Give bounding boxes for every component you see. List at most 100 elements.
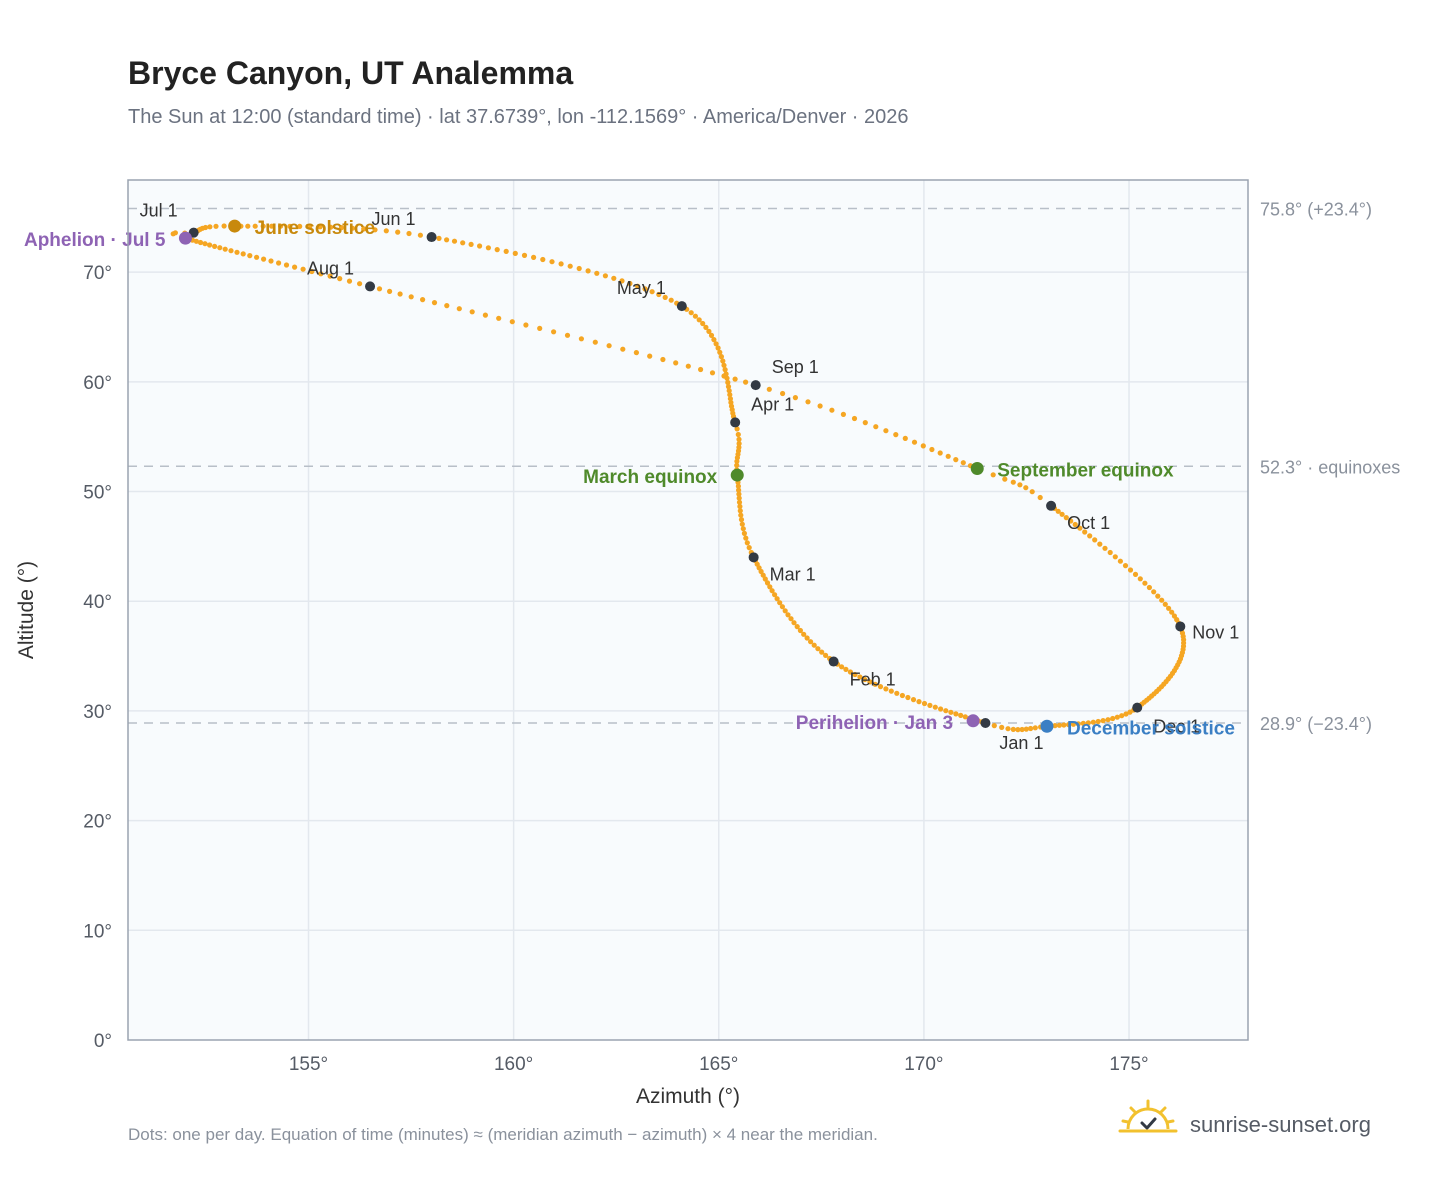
- daily-sun-dot: [794, 624, 800, 630]
- daily-sun-dot: [769, 588, 775, 594]
- daily-sun-dot: [1017, 482, 1023, 488]
- daily-sun-dot: [958, 712, 964, 719]
- daily-sun-dot: [268, 258, 274, 264]
- daily-sun-dot: [202, 241, 208, 247]
- daily-sun-dot: [1028, 725, 1034, 732]
- daily-sun-dot: [948, 709, 954, 715]
- daily-sun-dot: [728, 399, 734, 406]
- daily-sun-dot: [1095, 718, 1101, 725]
- daily-sun-dot: [1080, 720, 1086, 727]
- daily-sun-dot: [932, 704, 938, 710]
- daily-sun-dot: [696, 317, 702, 323]
- daily-sun-dot: [1056, 722, 1062, 728]
- x-axis-ticks: 155° 160° 165° 170° 175°: [289, 1054, 1149, 1075]
- daily-sun-dot: [1029, 489, 1035, 495]
- daily-sun-dot: [540, 256, 546, 263]
- daily-sun-dot: [551, 329, 557, 335]
- daily-sun-dot: [692, 313, 699, 319]
- daily-sun-dot: [910, 697, 917, 703]
- daily-sun-dot: [1077, 525, 1083, 531]
- daily-sun-dot: [193, 238, 199, 244]
- daily-sun-dot: [883, 686, 889, 692]
- daily-sun-dot: [376, 286, 383, 292]
- daily-sun-dot: [706, 328, 712, 334]
- daily-sun-dot: [1117, 558, 1123, 564]
- daily-sun-dot: [1102, 545, 1108, 551]
- daily-sun-dot: [720, 358, 726, 364]
- daily-sun-dot: [1075, 721, 1081, 727]
- month-marker-dot: [828, 656, 839, 667]
- month-marker-dot: [365, 281, 376, 292]
- sun-check-icon: [1118, 1099, 1178, 1133]
- daily-sun-dot: [254, 254, 260, 260]
- daily-sun-dot: [1155, 593, 1161, 599]
- daily-sun-dot: [1023, 485, 1029, 491]
- daily-sun-dot: [1162, 601, 1168, 607]
- plot-border: [127, 179, 1249, 1041]
- daily-sun-dot: [318, 271, 324, 277]
- daily-sun-dot: [656, 291, 662, 298]
- daily-sun-dot: [1166, 605, 1172, 611]
- daily-sun-dot: [197, 239, 204, 246]
- daily-sun-dot: [736, 441, 742, 447]
- grid-lines: [128, 180, 1248, 1040]
- month-marker-label: Oct 1: [1067, 513, 1110, 533]
- daily-sun-dot: [619, 278, 625, 284]
- month-marker-label: Jun 1: [372, 209, 416, 229]
- x-tick-label: 165°: [699, 1054, 738, 1075]
- x-tick-label: 175°: [1109, 1054, 1148, 1075]
- daily-sun-dot: [829, 407, 835, 413]
- x-tick-label: 155°: [289, 1054, 328, 1075]
- month-marker-dot: [750, 380, 761, 391]
- daily-sun-dot: [1100, 718, 1106, 724]
- daily-sun-dot: [746, 545, 752, 551]
- daily-sun-dot: [736, 436, 742, 442]
- daily-sun-dot: [779, 604, 786, 610]
- month-marker-label: Apr 1: [751, 394, 794, 414]
- daily-sun-dot: [736, 491, 742, 497]
- daily-sun-dot: [212, 243, 218, 249]
- daily-sun-dot: [494, 247, 500, 253]
- daily-sun-dot: [485, 245, 491, 251]
- daily-sun-dot: [245, 223, 251, 229]
- daily-sun-dot: [444, 237, 450, 243]
- daily-sun-dot: [717, 349, 723, 355]
- daily-sun-dot: [1032, 725, 1038, 731]
- daily-sun-dot: [782, 608, 788, 614]
- daily-sun-dot: [801, 631, 807, 637]
- daily-sun-dot: [899, 692, 906, 699]
- daily-sun-dot: [894, 690, 900, 696]
- daily-sun-dot: [1010, 479, 1016, 485]
- daily-sun-dot: [531, 254, 537, 260]
- reference-lines: 75.8° (+23.4°) 52.3° · equinoxes 28.9° (−2…: [128, 200, 1400, 734]
- daily-sun-dot: [688, 310, 694, 316]
- daily-sun-dot: [867, 679, 873, 685]
- daily-sun-dot: [929, 446, 935, 453]
- month-marker-dot: [980, 717, 991, 728]
- daily-sun-dot: [736, 495, 742, 501]
- daily-sun-dot: [1127, 709, 1133, 715]
- footnote: Dots: one per day. Equation of time (min…: [128, 1125, 878, 1144]
- daily-sun-dot: [222, 246, 228, 252]
- y-tick-label: 50°: [83, 483, 112, 504]
- daily-sun-dot: [1002, 476, 1008, 482]
- daily-sun-dot: [469, 309, 475, 315]
- daily-sun-dot: [1114, 714, 1120, 720]
- daily-sun-dot: [1019, 726, 1025, 733]
- daily-sun-dot: [741, 530, 748, 537]
- daily-sun-dot: [1082, 529, 1088, 535]
- daily-sun-dot: [361, 226, 367, 232]
- daily-sun-dot: [721, 362, 727, 368]
- month-marker-label: Nov 1: [1192, 622, 1239, 642]
- daily-sun-dot: [337, 276, 343, 282]
- daily-sun-dot: [960, 460, 966, 466]
- daily-sun-dot: [1070, 721, 1076, 727]
- daily-sun-dot: [431, 300, 438, 306]
- daily-sun-dot: [620, 346, 626, 352]
- daily-sun-dot: [317, 224, 323, 230]
- daily-sun-dot: [785, 612, 791, 618]
- daily-sun-dot: [736, 444, 742, 450]
- month-marker-label: Dec 1: [1153, 717, 1200, 737]
- daily-sun-dot: [1068, 518, 1074, 524]
- daily-sun-dot: [549, 259, 555, 265]
